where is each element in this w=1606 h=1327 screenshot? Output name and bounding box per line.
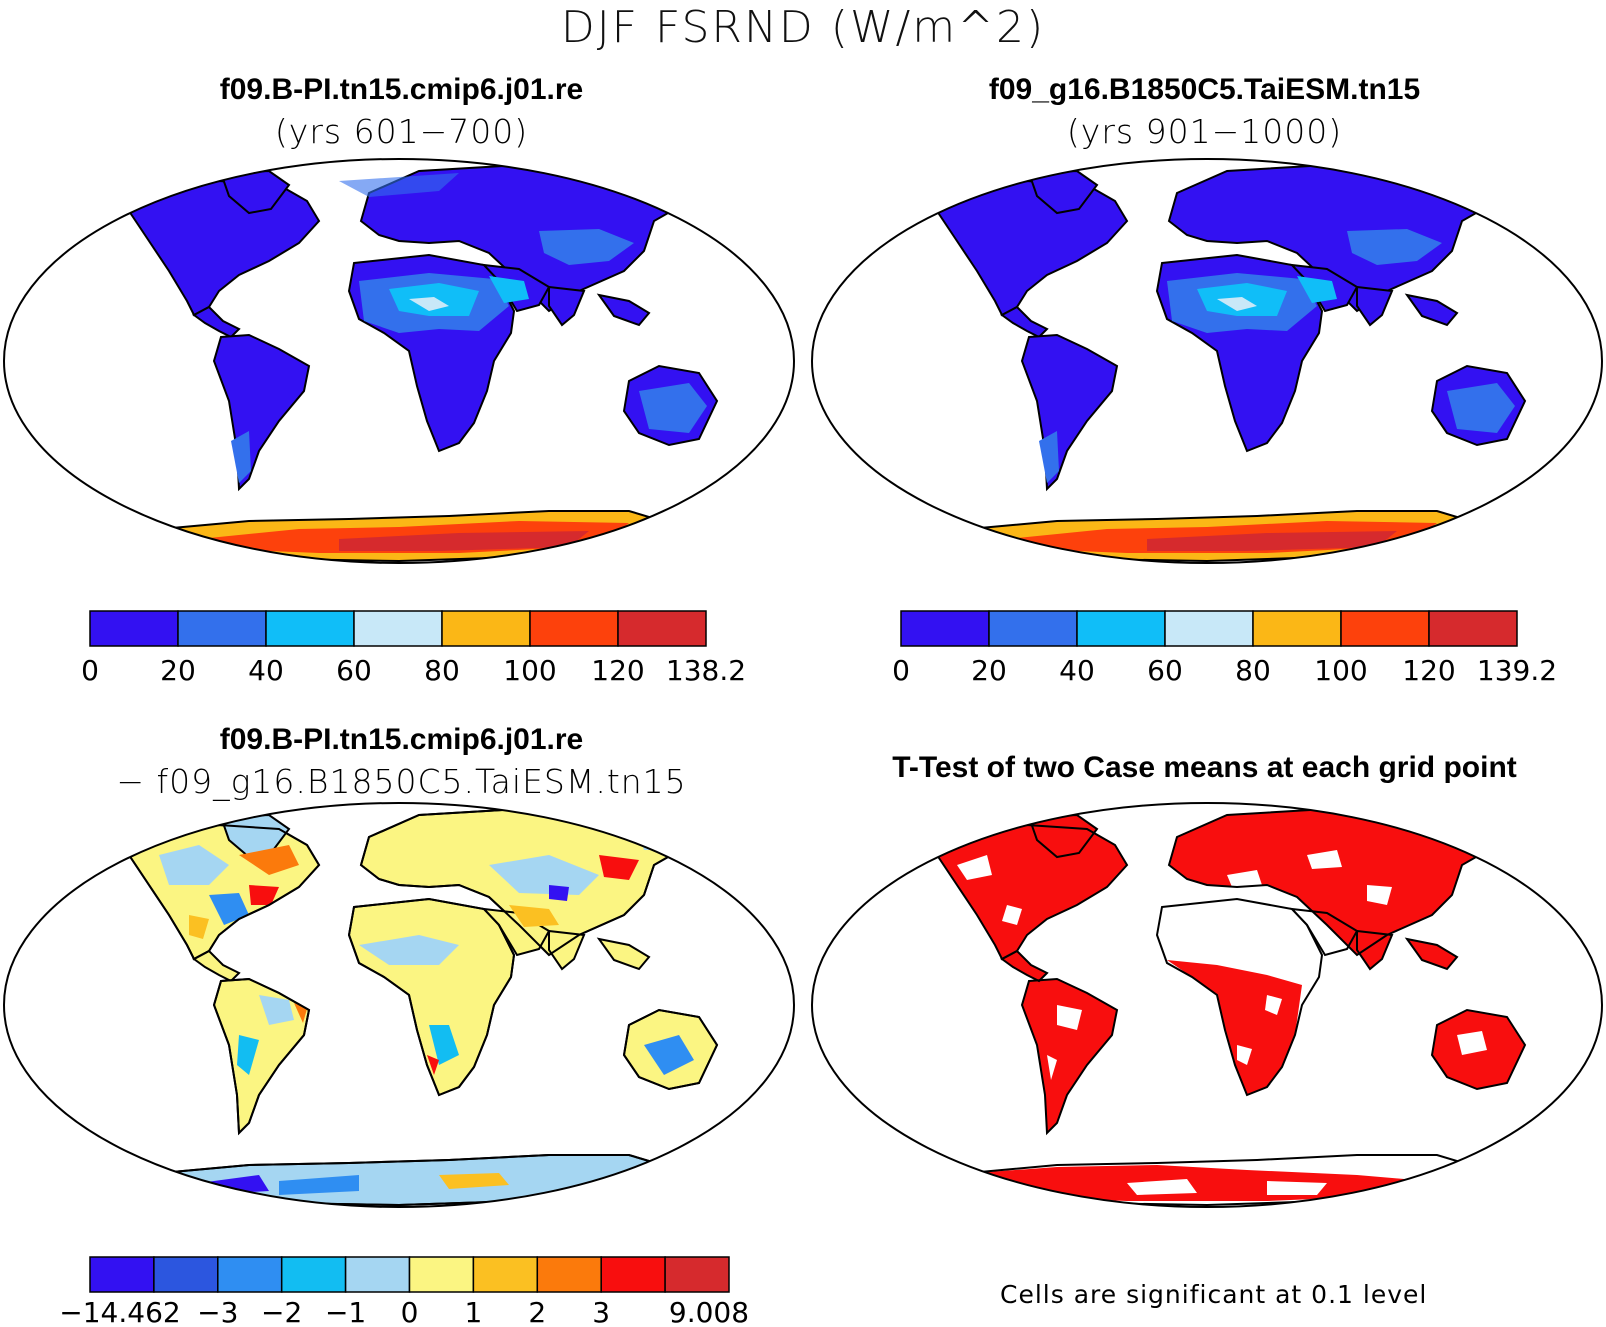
colorbar-swatch (1340, 610, 1430, 647)
colorbar-swatch (153, 1256, 219, 1293)
colorbar-tick-label: 2 (528, 1296, 546, 1327)
colorbar-swatch (265, 610, 355, 647)
panel2-subtitle: (yrs 901−1000) (1066, 112, 1343, 151)
colorbar-swatch (472, 1256, 539, 1293)
colorbar-tick-label: −1 (325, 1296, 366, 1327)
colorbar-swatch (408, 1256, 475, 1293)
map-panel-ttest (811, 802, 1603, 1208)
colorbar-tick-label: 3 (592, 1296, 610, 1327)
colorbar-swatch (529, 610, 619, 647)
colorbar-tick-label: −3 (197, 1296, 238, 1327)
panel3-title: f09.B-PI.tn15.cmip6.j01.re (219, 723, 584, 756)
colorbar-tick-label: 40 (1059, 654, 1095, 687)
significance-note: Cells are significant at 0.1 level (1000, 1280, 1428, 1309)
colorbar-tick-label: 0 (892, 654, 910, 687)
colorbar-tick-label: 20 (971, 654, 1007, 687)
colorbar-swatch (600, 1256, 666, 1293)
colorbar-tick-label: 120 (591, 654, 644, 687)
colorbar-tick-label: 9.008 (669, 1296, 749, 1327)
colorbar-tick-label: 139.2 (1477, 654, 1557, 687)
map-panel-case1 (3, 158, 795, 564)
colorbar-tick-label: −14.462 (59, 1296, 180, 1327)
figure-title: DJF FSRND (W/m^2) (560, 2, 1046, 53)
colorbar-tick-label: 80 (1235, 654, 1271, 687)
colorbar-difference: −14.462 −3 −2 −1 0 1 2 3 9.008 (59, 1256, 749, 1327)
colorbar-swatch (988, 610, 1078, 647)
colorbar-swatch (536, 1256, 602, 1293)
colorbar-tick-label: 100 (503, 654, 556, 687)
colorbar-swatch (617, 610, 707, 647)
colorbar-tick-label: 0 (81, 654, 99, 687)
colorbar-swatch (1428, 610, 1518, 647)
colorbar-swatch (217, 1256, 283, 1293)
colorbar-swatch (280, 1256, 347, 1293)
panel1-subtitle: (yrs 601−700) (274, 112, 529, 151)
colorbar-swatch (353, 610, 443, 647)
panel2-title: f09_g16.B1850C5.TaiESM.tn15 (988, 73, 1421, 106)
colorbar-tick-label: 100 (1314, 654, 1367, 687)
map-panel-difference (3, 802, 795, 1208)
colorbar-tick-label: 40 (248, 654, 284, 687)
colorbar-tick-label: 20 (160, 654, 196, 687)
colorbar-tick-label: 120 (1402, 654, 1455, 687)
colorbar-swatch (900, 610, 990, 647)
colorbar-swatch (177, 610, 267, 647)
colorbar-swatch (1076, 610, 1166, 647)
colorbar-swatch (1252, 610, 1342, 647)
colorbar-swatch (1164, 610, 1254, 647)
colorbar-tick-label: 1 (464, 1296, 482, 1327)
colorbar-tick-label: 0 (401, 1296, 419, 1327)
panel4-title: T-Test of two Case means at each grid po… (892, 751, 1517, 784)
colorbar-tick-label: −2 (261, 1296, 302, 1327)
colorbar-swatch (89, 1256, 155, 1293)
colorbar-case2: 0 20 40 60 80 100 120 139.2 (892, 610, 1557, 687)
colorbar-case1: 0 20 40 60 80 100 120 138.2 (81, 610, 746, 687)
panel1-title: f09.B-PI.tn15.cmip6.j01.re (219, 73, 584, 106)
colorbar-swatch (89, 610, 179, 647)
colorbar-tick-label: 138.2 (666, 654, 746, 687)
map-panel-case2 (811, 158, 1603, 564)
colorbar-tick-label: 60 (336, 654, 372, 687)
panel3-subtitle: − f09_g16.B1850C5.TaiESM.tn15 (116, 762, 687, 801)
colorbar-swatch (441, 610, 531, 647)
colorbar-swatch (664, 1256, 730, 1293)
colorbar-swatch (344, 1256, 411, 1293)
colorbar-tick-label: 80 (424, 654, 460, 687)
colorbar-tick-label: 60 (1147, 654, 1183, 687)
